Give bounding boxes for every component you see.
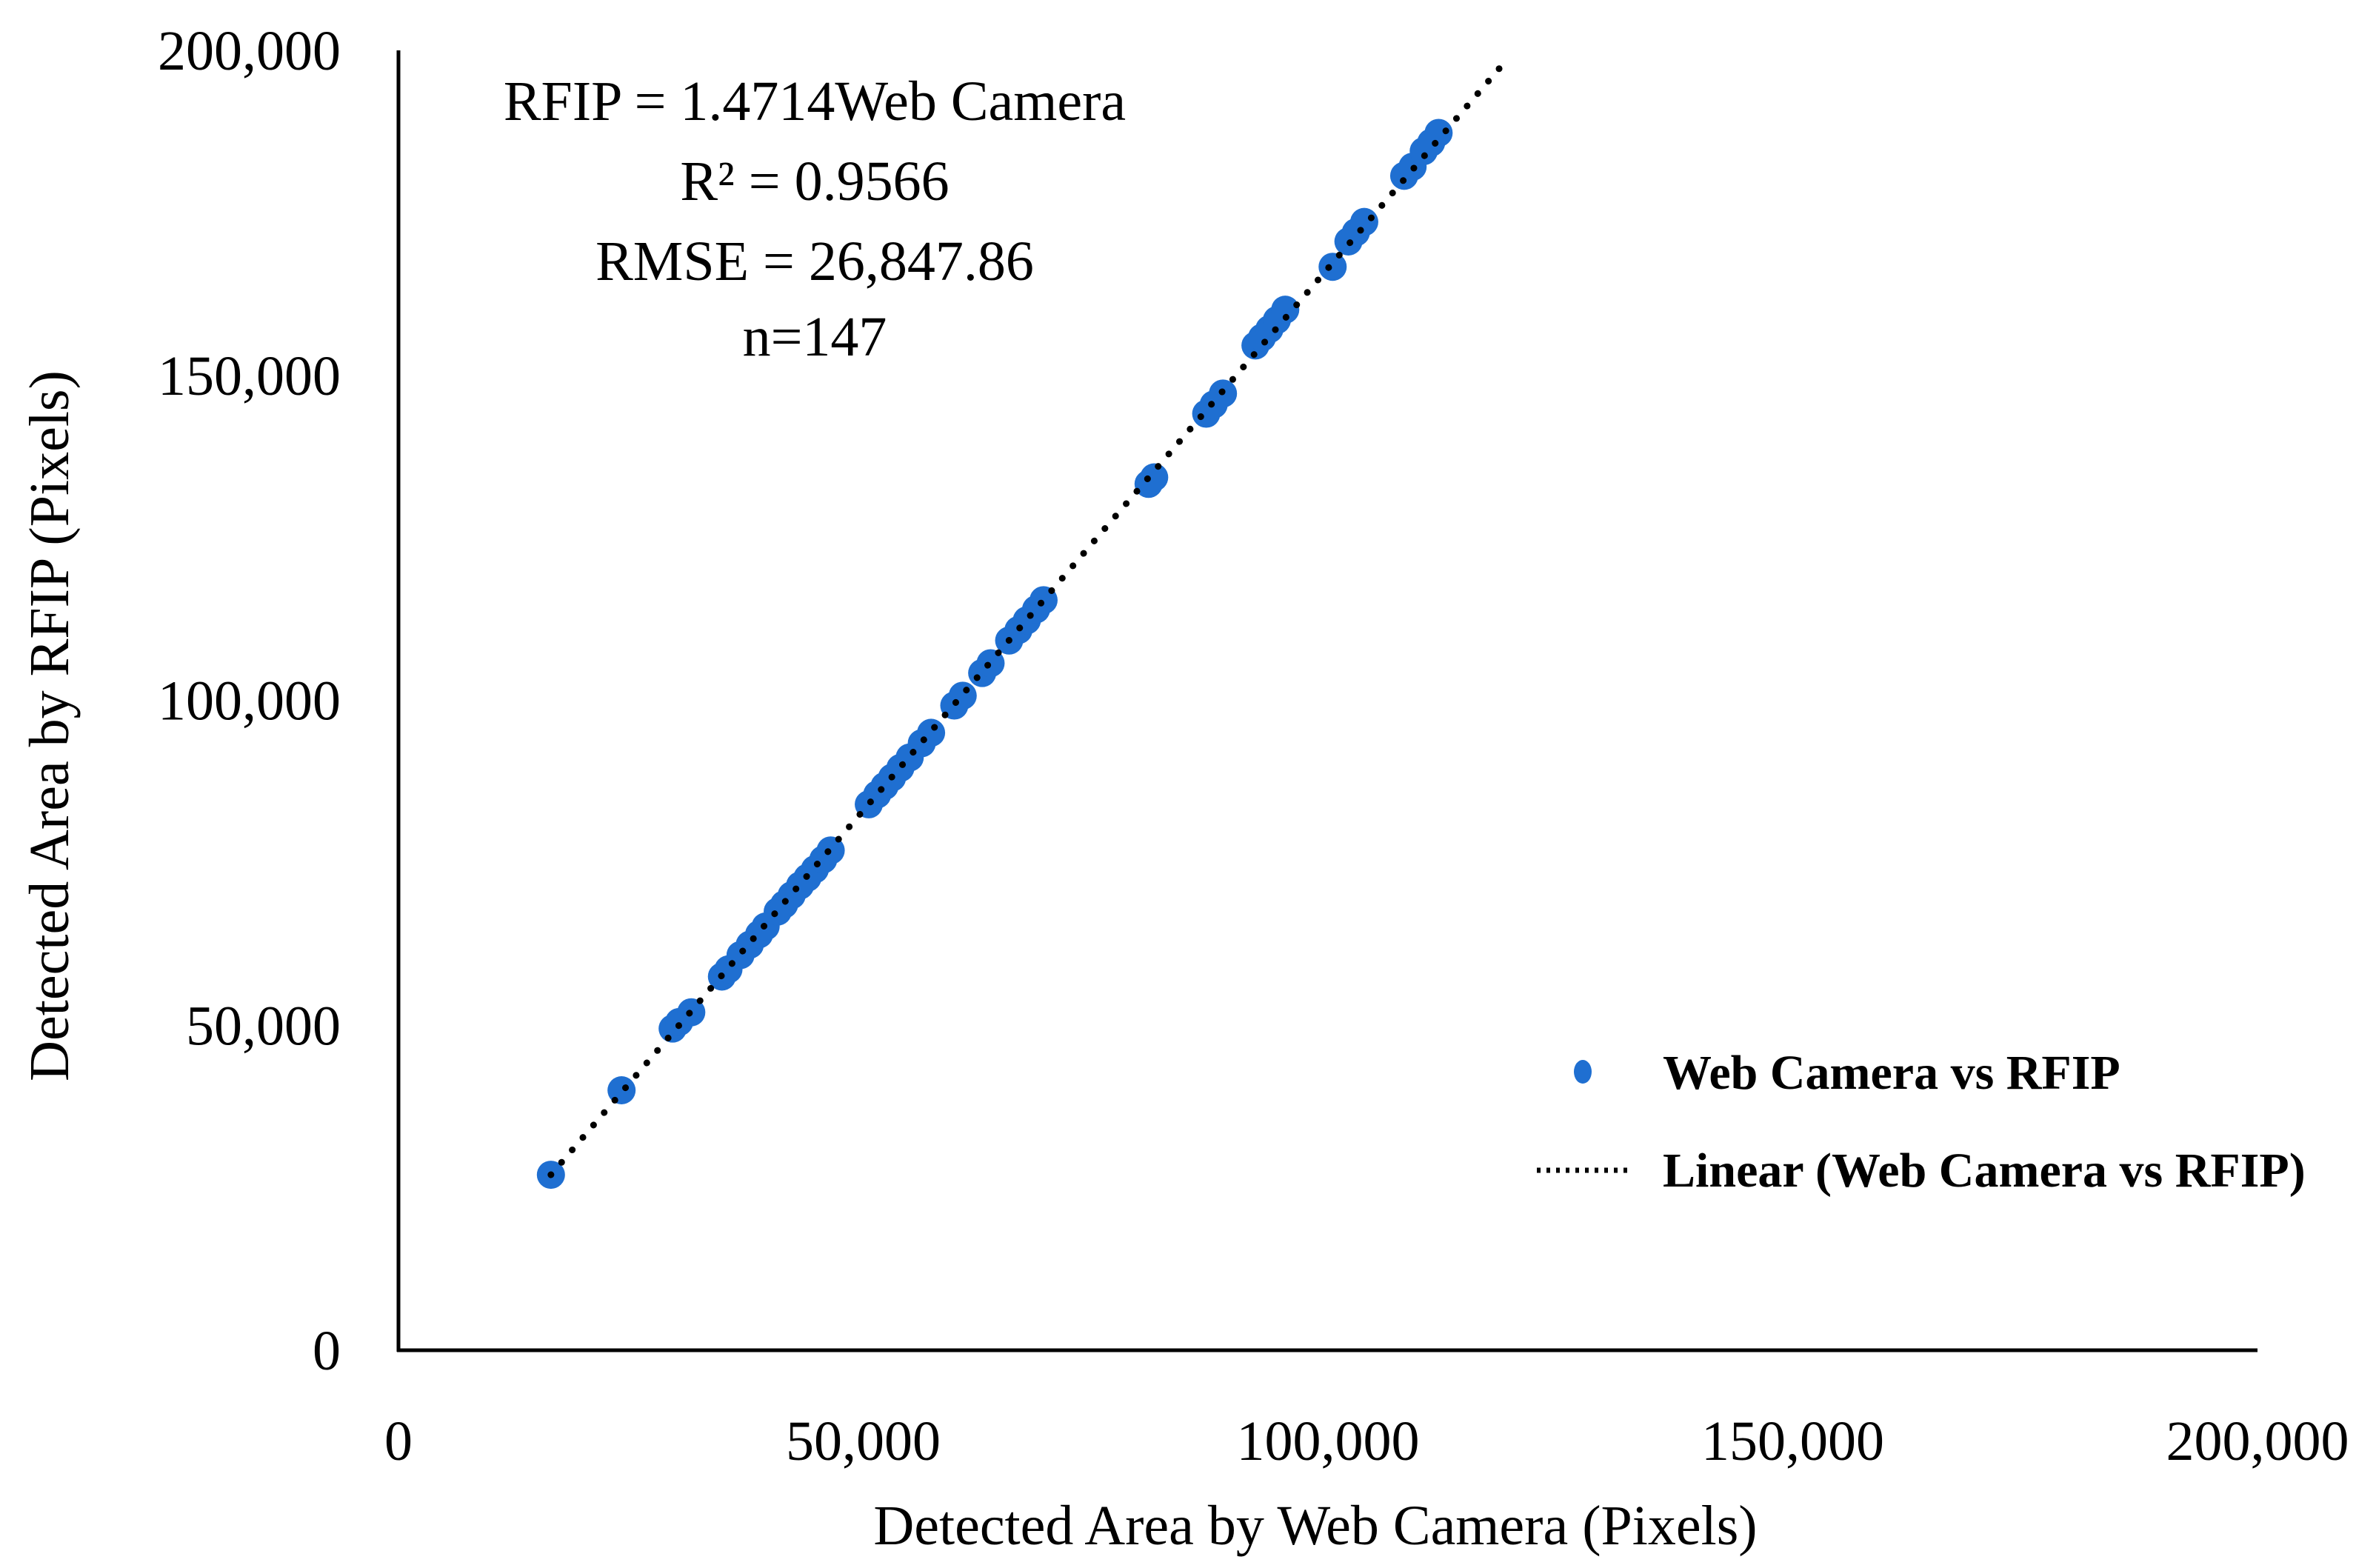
x-tick-label: 150,000 xyxy=(1701,1410,1884,1472)
y-tick-label: 0 xyxy=(313,1320,341,1382)
data-point xyxy=(1140,463,1169,492)
y-tick-label: 150,000 xyxy=(158,345,341,407)
y-axis-ticks: 0 50,000 100,000 150,000 200,000 xyxy=(158,20,341,1382)
legend-label-trendline: Linear (Web Camera vs RFIP) xyxy=(1663,1144,2306,1198)
equation-text: RFIP = 1.4714Web Camera xyxy=(504,70,1126,133)
legend-marker-scatter xyxy=(1574,1060,1592,1084)
data-point xyxy=(948,681,977,710)
plot-area xyxy=(536,53,1513,1190)
data-point xyxy=(917,718,946,747)
rmse-text: RMSE = 26,847.86 xyxy=(595,230,1034,293)
sample-size-text: n=147 xyxy=(743,306,887,368)
data-point xyxy=(1318,253,1347,281)
x-tick-label: 200,000 xyxy=(2166,1410,2349,1472)
data-point xyxy=(1271,296,1300,324)
y-tick-label: 50,000 xyxy=(186,995,341,1057)
x-tick-label: 100,000 xyxy=(1237,1410,1420,1472)
data-point xyxy=(1349,207,1378,236)
r-squared-text: R² = 0.9566 xyxy=(680,150,949,213)
x-axis-label: Detected Area by Web Camera (Pixels) xyxy=(873,1495,1757,1557)
x-axis-ticks: 0 50,000 100,000 150,000 200,000 xyxy=(384,1410,2349,1472)
x-tick-label: 50,000 xyxy=(786,1410,941,1472)
x-tick-label: 0 xyxy=(384,1410,413,1472)
y-tick-label: 100,000 xyxy=(158,670,341,733)
y-tick-label: 200,000 xyxy=(158,20,341,82)
legend: Web Camera vs RFIP Linear (Web Camera vs… xyxy=(1537,1046,2306,1198)
trendline xyxy=(547,53,1513,1178)
equation-annotation: RFIP = 1.4714Web Camera R² = 0.9566 RMSE… xyxy=(504,70,1126,368)
y-axis-label: Detected Area by RFIP (Pixels) xyxy=(19,370,81,1081)
data-point xyxy=(976,649,1005,678)
data-point xyxy=(1424,119,1453,147)
legend-label-scatter: Web Camera vs RFIP xyxy=(1663,1046,2120,1100)
